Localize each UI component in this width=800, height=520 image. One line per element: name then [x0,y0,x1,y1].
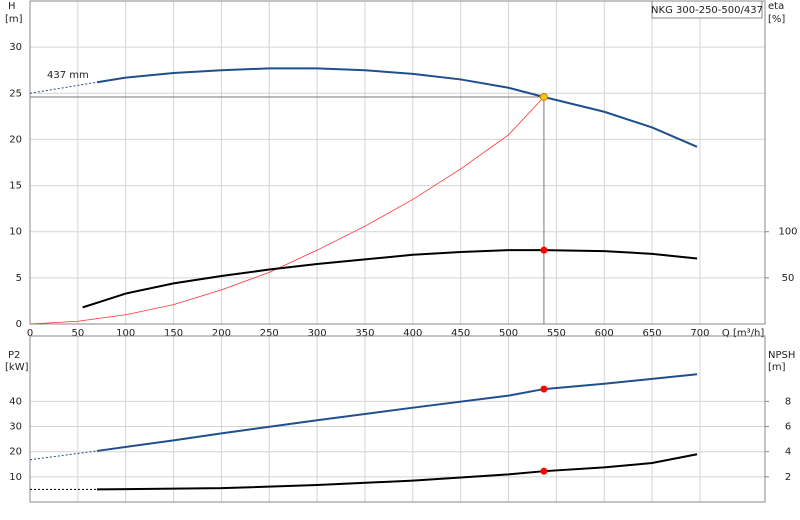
y2-axis-label: NPSH [768,350,795,361]
operating-point [540,467,548,475]
y-tick-label: 20 [9,447,22,458]
x-tick-label: 300 [308,328,327,339]
annotation: 437 mm [47,70,89,81]
x-tick-label: 200 [212,328,231,339]
plot-frame [29,0,766,325]
x-tick-label: 350 [355,328,374,339]
x-axis-label: Q [m³/h] [722,328,764,339]
x-tick-label: 550 [547,328,566,339]
y-tick-label: 10 [9,472,22,483]
y2-tick-label: 50 [782,273,795,284]
y-tick-label: 30 [9,422,22,433]
title-box [651,0,763,19]
y2-tick-label: 100 [778,227,797,238]
y2-tick-label: 6 [785,422,791,433]
y2-axis-label: eta [768,1,784,12]
x-tick-label: 100 [116,328,135,339]
y-tick-label: 0 [16,319,22,330]
y-tick-label: 20 [9,134,22,145]
curve [96,453,698,491]
x-tick-label: 450 [451,328,470,339]
y-tick-label: 15 [9,181,22,192]
x-tick-label: 250 [260,328,279,339]
y-tick-label: 5 [16,273,22,284]
x-tick-label: 500 [499,328,518,339]
plot-frame [29,335,766,503]
x-tick-label: 700 [690,328,709,339]
x-tick-label: 600 [595,328,614,339]
curve [29,450,98,461]
y-axis-unit: [m] [5,14,23,25]
y2-axis-unit: [m] [768,362,786,373]
operating-point [540,246,548,254]
chart-title: NKG 300-250-500/437 [651,5,763,16]
operating-point [539,92,548,101]
x-tick-label: 150 [164,328,183,339]
x-tick-label: 0 [27,328,33,339]
y2-axis-unit: [%] [768,14,785,25]
curve [29,96,545,325]
x-tick-label: 650 [643,328,662,339]
y2-tick-label: 2 [785,472,791,483]
y-axis-label: P2 [8,350,20,361]
y2-tick-label: 8 [785,396,791,407]
y-tick-label: 40 [9,396,22,407]
curve [96,67,698,148]
operating-point [540,385,548,393]
curve [96,373,698,452]
y-axis-unit: [kW] [5,362,29,373]
y-tick-label: 25 [9,88,22,99]
x-tick-label: 400 [403,328,422,339]
curve [82,249,698,309]
y-tick-label: 30 [9,42,22,53]
y-axis-label: H [8,1,16,12]
y2-tick-label: 4 [785,447,791,458]
y-tick-label: 10 [9,227,22,238]
x-tick-label: 50 [71,328,84,339]
curve [29,81,98,94]
